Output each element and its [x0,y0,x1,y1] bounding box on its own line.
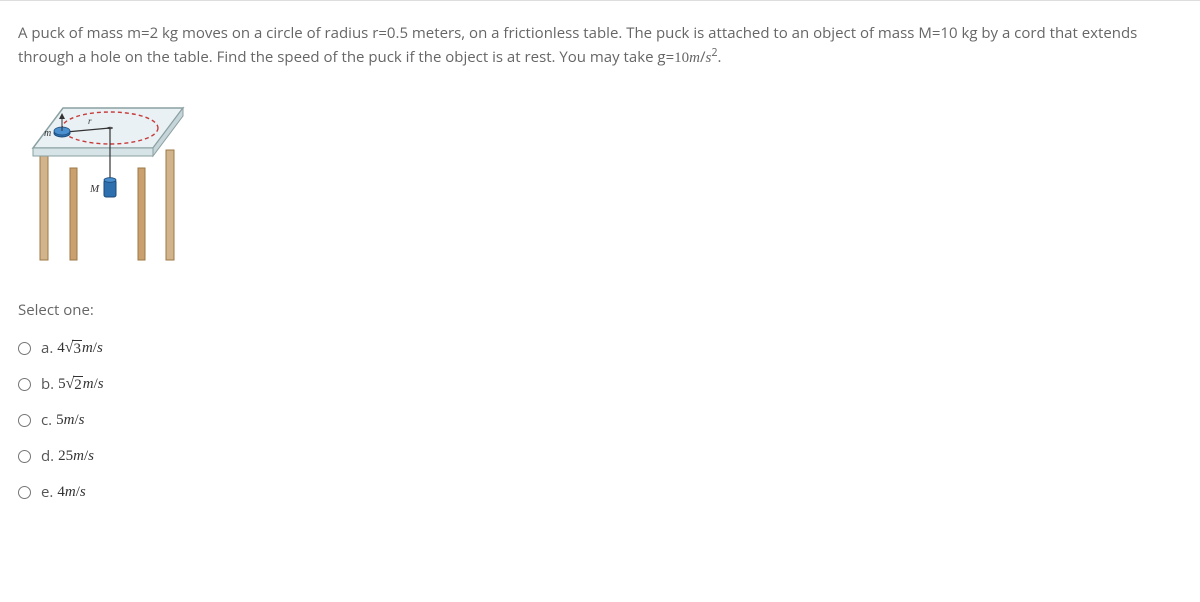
option-e[interactable]: e. 4m/s [18,474,1182,510]
g-value: 10 [674,50,689,66]
option-a-radio[interactable] [18,342,31,355]
label-m: m [44,128,51,139]
question-post: . [718,47,722,67]
option-a-letter: a. [41,336,53,360]
option-c-letter: c. [41,408,52,432]
g-unit-m: m [689,50,700,66]
option-d-radio[interactable] [18,450,31,463]
question-container: A puck of mass m=2 kg moves on a circle … [0,0,1200,530]
options-group: a. 4√3m/s b. 5√2m/s c. 5m/s d. 25m/s [18,330,1182,510]
physics-diagram: r m M [18,88,198,268]
option-e-math: 4m/s [57,480,85,504]
question-text: A puck of mass m=2 kg moves on a circle … [18,21,1182,70]
option-c[interactable]: c. 5m/s [18,402,1182,438]
select-one-label: Select one: [18,298,1182,322]
option-b-radio[interactable] [18,378,31,391]
option-b[interactable]: b. 5√2m/s [18,366,1182,402]
option-e-radio[interactable] [18,486,31,499]
label-r: r [88,116,92,126]
option-b-math: 5√2m/s [58,372,104,396]
option-b-letter: b. [41,372,54,396]
option-c-math: 5m/s [56,408,84,432]
option-d-letter: d. [41,444,54,468]
question-pre: A puck of mass m=2 kg moves on a circle … [18,23,1137,67]
option-d[interactable]: d. 25m/s [18,438,1182,474]
label-big-m: M [89,183,100,195]
option-d-math: 25m/s [58,444,94,468]
option-a[interactable]: a. 4√3m/s [18,330,1182,366]
option-a-math: 4√3m/s [57,336,103,360]
option-e-letter: e. [41,480,53,504]
option-c-radio[interactable] [18,414,31,427]
